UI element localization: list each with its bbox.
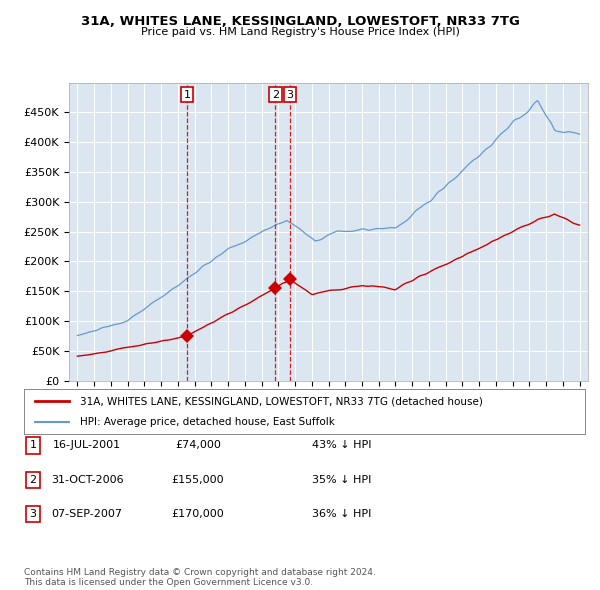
Text: 07-SEP-2007: 07-SEP-2007 [52,509,122,519]
Text: 31A, WHITES LANE, KESSINGLAND, LOWESTOFT, NR33 7TG (detached house): 31A, WHITES LANE, KESSINGLAND, LOWESTOFT… [80,396,483,407]
Text: 2: 2 [272,90,279,100]
Text: 3: 3 [286,90,293,100]
Text: 35% ↓ HPI: 35% ↓ HPI [312,475,371,484]
Text: 3: 3 [29,509,37,519]
Text: £155,000: £155,000 [172,475,224,484]
Text: HPI: Average price, detached house, East Suffolk: HPI: Average price, detached house, East… [80,417,335,427]
Text: 16-JUL-2001: 16-JUL-2001 [53,441,121,450]
Text: £74,000: £74,000 [175,441,221,450]
Text: 1: 1 [29,441,37,450]
Text: 31A, WHITES LANE, KESSINGLAND, LOWESTOFT, NR33 7TG: 31A, WHITES LANE, KESSINGLAND, LOWESTOFT… [80,15,520,28]
Text: 43% ↓ HPI: 43% ↓ HPI [312,441,371,450]
Text: Contains HM Land Registry data © Crown copyright and database right 2024.
This d: Contains HM Land Registry data © Crown c… [24,568,376,587]
Text: 1: 1 [184,90,190,100]
Text: Price paid vs. HM Land Registry's House Price Index (HPI): Price paid vs. HM Land Registry's House … [140,27,460,37]
Text: £170,000: £170,000 [172,509,224,519]
Text: 2: 2 [29,475,37,484]
Text: 36% ↓ HPI: 36% ↓ HPI [312,509,371,519]
Text: 31-OCT-2006: 31-OCT-2006 [50,475,124,484]
